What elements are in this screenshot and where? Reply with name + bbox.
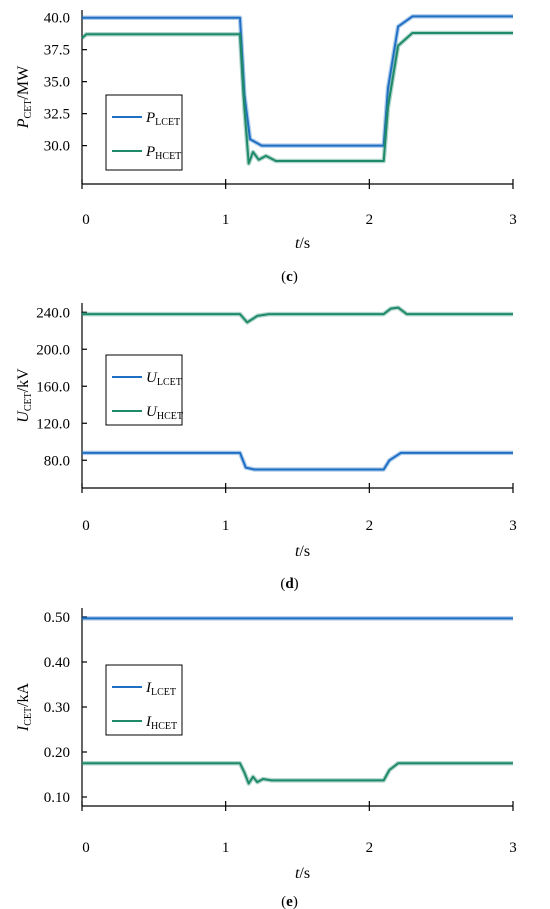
x-axis-label: t/s — [295, 543, 310, 560]
panel-caption: (d) — [280, 576, 298, 592]
y-tick-label: 0.30 — [44, 700, 70, 716]
x-axis-label: t/s — [295, 865, 310, 882]
legend-label: ILCET — [145, 680, 176, 698]
y-tick-label: 40.0 — [44, 11, 70, 27]
y-tick-label: 0.50 — [44, 610, 70, 626]
series-line-lcet — [82, 451, 513, 471]
x-axis-label: t/s — [295, 235, 310, 252]
y-tick-label: 0.10 — [44, 790, 70, 806]
y-tick-label: 200.0 — [36, 342, 70, 358]
legend-label: ULCET — [146, 370, 182, 388]
legend: PLCET PHCET — [105, 94, 183, 171]
legend-label: PLCET — [145, 110, 180, 128]
y-tick-label: 120.0 — [36, 416, 70, 432]
y-tick-label: 0.20 — [44, 745, 70, 761]
y-tick-label: 35.0 — [44, 75, 70, 91]
y-tick-label: 160.0 — [36, 379, 70, 395]
series-band-lcet — [82, 450, 513, 472]
x-tick-label: 3 — [509, 518, 517, 534]
x-tick-label: 2 — [366, 840, 374, 856]
y-axis-label: PCET/MW — [15, 65, 34, 129]
legend-box — [105, 94, 183, 171]
x-tick-label: 1 — [222, 212, 230, 228]
legend-label: PHCET — [145, 144, 181, 162]
panel-caption: (e) — [281, 894, 298, 909]
series-line-hcet — [81, 32, 513, 165]
y-tick-label: 0.40 — [44, 655, 70, 671]
x-tick-label: 2 — [366, 212, 374, 228]
legend-label: IHCET — [145, 714, 177, 732]
y-tick-label: 240.0 — [36, 305, 70, 321]
series-line-hcet — [82, 762, 513, 785]
y-axis-label: UCET/kV — [15, 368, 34, 423]
y-tick-label: 37.5 — [44, 43, 70, 59]
x-tick-label: 1 — [222, 840, 230, 856]
legend-box — [105, 664, 183, 736]
x-tick-label: 0 — [82, 840, 90, 856]
legend-box — [105, 354, 183, 426]
legend-label: UHCET — [146, 404, 183, 422]
y-axis-label: ICET/kA — [15, 682, 34, 732]
panel-caption: (c) — [281, 269, 298, 285]
x-tick-label: 2 — [366, 518, 374, 534]
y-tick-label: 30.0 — [44, 139, 70, 155]
x-tick-label: 3 — [509, 840, 517, 856]
chart-panel-c: 40.0 37.5 35.0 32.5 30.0 0 1 2 3 PLCET PHCET PCET/M… — [15, 10, 517, 285]
x-tick-label: 1 — [222, 518, 230, 534]
x-tick-label: 0 — [82, 518, 90, 534]
x-tick-label: 3 — [509, 212, 517, 228]
x-tick-label: 0 — [82, 212, 90, 228]
y-tick-label: 32.5 — [44, 107, 70, 123]
legend: ULCET UHCET — [105, 354, 183, 426]
series-line-hcet — [82, 306, 513, 324]
legend: ILCET IHCET — [105, 664, 183, 736]
y-tick-label: 80.0 — [44, 453, 70, 469]
chart-panel-e: 0.50 0.40 0.30 0.20 0.10 0 1 2 3 ILCET IHCET ICET/k… — [15, 608, 517, 909]
chart-panel-d: 240.0 200.0 160.0 120.0 80.0 0 1 2 3 ULCET UHCET UC… — [15, 303, 517, 592]
